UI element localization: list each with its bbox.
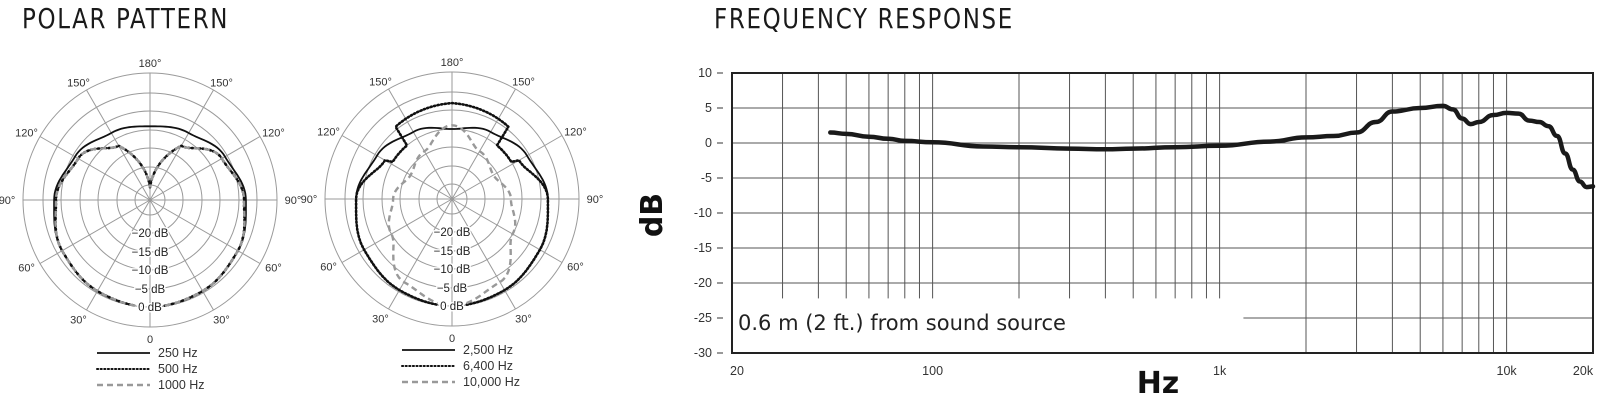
db-ring-label: −20 dB — [434, 227, 471, 239]
angle-label: 60° — [567, 262, 584, 274]
angle-label: 30° — [515, 313, 532, 325]
y-tick-label: -10 — [694, 206, 712, 220]
db-ring-label: −20 dB — [132, 228, 169, 240]
angle-label: 120° — [15, 128, 38, 140]
db-ring-label: −15 dB — [132, 247, 169, 259]
x-tick-label: 10k — [1497, 364, 1518, 378]
angle-label: 90° — [587, 194, 604, 206]
angle-label: 120° — [317, 127, 340, 139]
x-axis-label: Hz — [1137, 366, 1180, 400]
y-tick-label: 0 — [705, 136, 712, 150]
frequency-response-title: FREQUENCY RESPONSE — [714, 2, 1014, 35]
polar-chart-right: 180° 150° 150° 120° 120° 90° 90° 60° 60° 30° 30° 0 −… — [301, 57, 604, 389]
y-tick-label: -25 — [694, 311, 712, 325]
db-ring-label: 0 dB — [440, 301, 464, 313]
polar-spoke — [149, 199, 261, 264]
polar-spoke — [39, 136, 151, 201]
y-tick-label: -30 — [694, 346, 712, 360]
plot-frame — [731, 72, 1594, 354]
polar-spoke — [341, 198, 453, 263]
y-tick-label: 5 — [705, 101, 712, 115]
db-ring-label: −5 dB — [437, 283, 468, 295]
angle-label: 0 — [449, 333, 455, 345]
y-tick-label: -20 — [694, 276, 712, 290]
legend-label: 250 Hz — [158, 346, 198, 360]
response-curve — [828, 103, 1596, 190]
db-ring-label: −15 dB — [434, 246, 471, 258]
y-tick-label: 10 — [698, 66, 712, 80]
angle-label: 30° — [70, 314, 87, 326]
x-tick-label: 1k — [1213, 364, 1227, 378]
angle-label: 30° — [372, 313, 389, 325]
angle-label: 90° — [0, 195, 15, 207]
legend-label: 10,000 Hz — [463, 375, 520, 389]
y-axis-label: dB — [635, 193, 670, 237]
polar-spoke — [341, 135, 453, 200]
x-tick-label: 100 — [922, 364, 943, 378]
angle-label: 180° — [441, 57, 464, 69]
angle-label: 150° — [512, 77, 535, 89]
angle-label: 60° — [18, 263, 35, 275]
polar-spoke — [451, 135, 563, 200]
frequency-response-chart: 0.6 m (2 ft.) from sound source 10 5 0 -5 -10… — [635, 66, 1596, 400]
y-tick-label: -5 — [701, 171, 712, 185]
angle-label: 90° — [301, 194, 318, 206]
polar-spoke — [451, 198, 563, 263]
polar-chart-left: 180° 150° 150° 120° 120° 90° 90° 60° 60° 30° 30° 0 −… — [0, 58, 301, 392]
angle-label: 120° — [262, 128, 285, 140]
angle-label: 120° — [564, 127, 587, 139]
polar-spoke — [388, 88, 453, 200]
db-ring-label: −10 dB — [132, 265, 169, 277]
polar-curve-6400Hz — [354, 101, 550, 306]
db-ring-label: −10 dB — [434, 264, 471, 276]
polar-curve-10000Hz — [387, 124, 517, 305]
y-tick-label: -15 — [694, 241, 712, 255]
angle-label: 0 — [147, 334, 153, 346]
angle-label: 180° — [139, 58, 162, 70]
polar-pattern-title: POLAR PATTERN — [22, 2, 230, 35]
polar-spoke — [149, 136, 261, 201]
angle-label: 60° — [320, 262, 337, 274]
angle-label: 30° — [213, 314, 230, 326]
db-ring-label: −5 dB — [135, 284, 166, 296]
legend-label: 6,400 Hz — [463, 359, 513, 373]
annotation-box — [733, 298, 1244, 352]
angle-label: 150° — [210, 78, 233, 90]
x-tick-label: 20 — [730, 364, 744, 378]
measurement-note: 0.6 m (2 ft.) from sound source — [738, 311, 1066, 335]
polar-spoke — [39, 199, 151, 264]
legend-label: 1000 Hz — [158, 378, 205, 392]
x-tick-label: 20k — [1573, 364, 1594, 378]
angle-label: 90° — [285, 195, 302, 207]
db-ring-label: 0 dB — [138, 302, 162, 314]
angle-label: 60° — [265, 263, 282, 275]
legend-label: 2,500 Hz — [463, 343, 513, 357]
polar-spoke — [451, 88, 516, 200]
legend-label: 500 Hz — [158, 362, 198, 376]
angle-label: 150° — [67, 78, 90, 90]
angle-label: 150° — [369, 77, 392, 89]
polar-curve-1000Hz — [54, 144, 246, 307]
